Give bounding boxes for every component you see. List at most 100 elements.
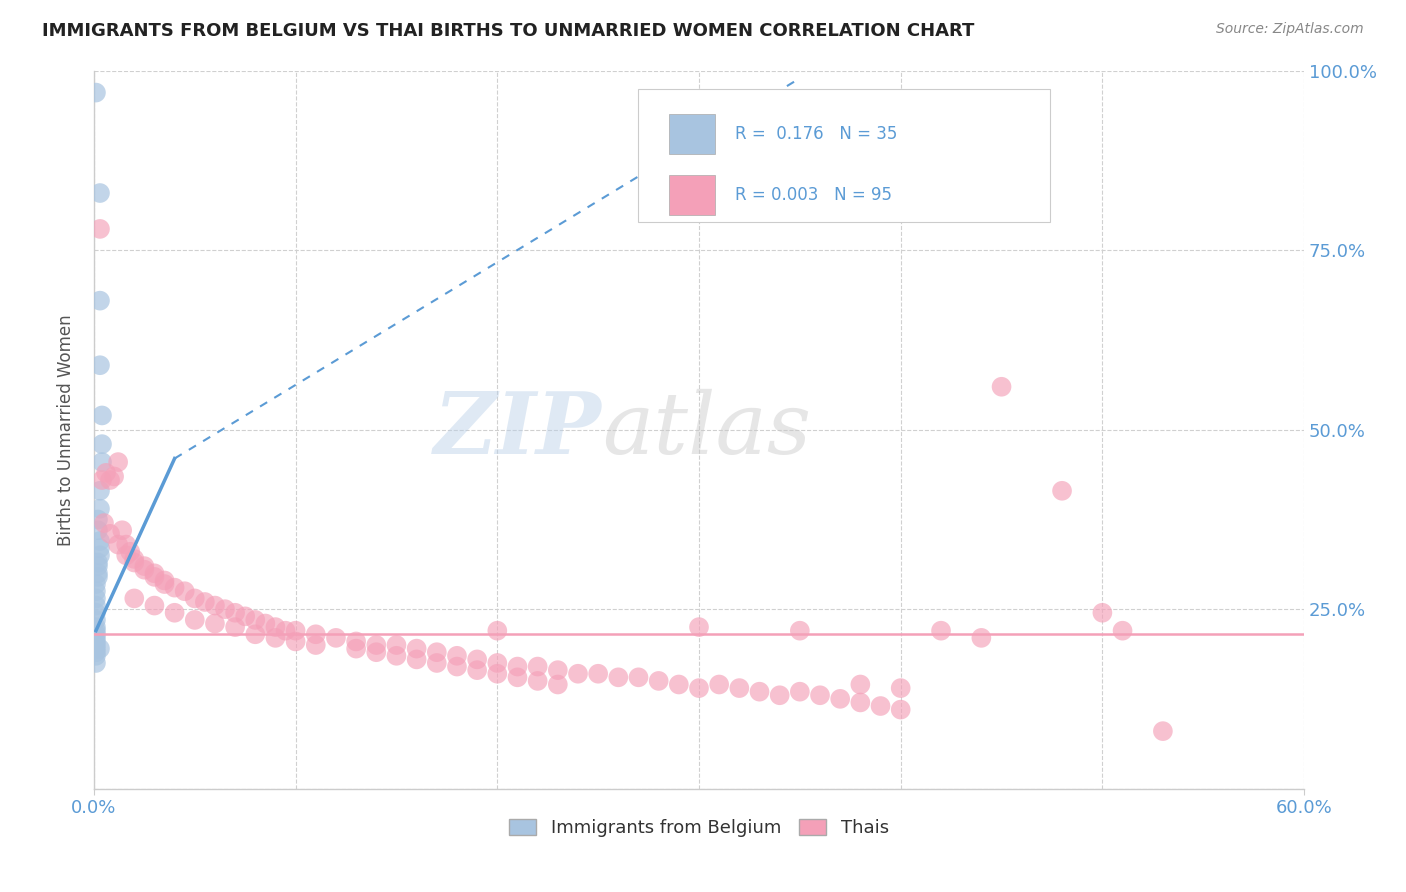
Point xyxy=(84,656,107,670)
Point xyxy=(567,666,589,681)
Point xyxy=(405,652,427,666)
Point xyxy=(385,648,408,663)
Point xyxy=(107,538,129,552)
Point xyxy=(1091,606,1114,620)
Point xyxy=(769,688,792,702)
Point xyxy=(173,584,195,599)
Text: ZIP: ZIP xyxy=(434,388,602,472)
Point xyxy=(84,645,107,659)
Point xyxy=(426,645,449,659)
Point xyxy=(688,620,710,634)
Point xyxy=(526,673,548,688)
FancyBboxPatch shape xyxy=(638,89,1050,222)
Point xyxy=(849,677,872,691)
Text: atlas: atlas xyxy=(602,388,811,471)
Text: R = 0.003   N = 95: R = 0.003 N = 95 xyxy=(735,186,893,204)
Point xyxy=(111,523,134,537)
Point xyxy=(91,437,114,451)
Point xyxy=(115,549,138,563)
Point xyxy=(143,570,166,584)
Point xyxy=(89,222,111,236)
Legend: Immigrants from Belgium, Thais: Immigrants from Belgium, Thais xyxy=(502,812,896,844)
Point xyxy=(120,545,142,559)
Point xyxy=(890,681,912,695)
Point xyxy=(89,501,111,516)
Point xyxy=(830,691,852,706)
Point xyxy=(184,613,207,627)
Point xyxy=(84,599,107,613)
Text: Source: ZipAtlas.com: Source: ZipAtlas.com xyxy=(1216,22,1364,37)
Point xyxy=(728,681,751,695)
Point xyxy=(325,631,347,645)
Point xyxy=(990,380,1012,394)
Point xyxy=(245,613,267,627)
Point xyxy=(446,659,468,673)
Point xyxy=(426,656,449,670)
Point xyxy=(84,584,107,599)
Point xyxy=(385,638,408,652)
Point xyxy=(254,616,277,631)
Point xyxy=(1152,724,1174,739)
Point xyxy=(789,624,811,638)
Point xyxy=(789,684,811,698)
Point xyxy=(84,591,107,606)
Point xyxy=(94,466,117,480)
Y-axis label: Births to Unmarried Women: Births to Unmarried Women xyxy=(58,314,75,546)
Point xyxy=(84,631,107,645)
Point xyxy=(849,695,872,709)
Point xyxy=(84,634,107,648)
Point xyxy=(465,652,488,666)
Point xyxy=(89,541,111,556)
Point xyxy=(245,627,267,641)
Point xyxy=(366,638,388,652)
Point xyxy=(808,688,831,702)
Point xyxy=(224,620,246,634)
Point xyxy=(465,663,488,677)
Point xyxy=(344,641,367,656)
Point xyxy=(153,577,176,591)
Point xyxy=(204,599,226,613)
Point xyxy=(688,681,710,695)
Point xyxy=(163,606,186,620)
Point xyxy=(1111,624,1133,638)
Point xyxy=(87,559,110,574)
Point xyxy=(91,409,114,423)
Point xyxy=(84,577,107,591)
Point xyxy=(153,574,176,588)
Point xyxy=(547,677,569,691)
Point xyxy=(84,638,107,652)
Point xyxy=(87,556,110,570)
Point xyxy=(87,570,110,584)
Point xyxy=(143,566,166,581)
Point xyxy=(84,648,107,663)
Point xyxy=(284,634,307,648)
Point xyxy=(84,624,107,638)
Point xyxy=(214,602,236,616)
Point xyxy=(890,703,912,717)
Point xyxy=(486,656,509,670)
Point xyxy=(163,581,186,595)
Point xyxy=(84,613,107,627)
Bar xyxy=(669,114,714,153)
Point xyxy=(89,293,111,308)
Point xyxy=(89,549,111,563)
Point xyxy=(366,645,388,659)
Point xyxy=(84,620,107,634)
Point xyxy=(103,469,125,483)
Point xyxy=(627,670,650,684)
Point xyxy=(87,566,110,581)
Point xyxy=(184,591,207,606)
Point xyxy=(929,624,952,638)
Point xyxy=(134,559,156,574)
Point xyxy=(233,609,256,624)
Point xyxy=(586,666,609,681)
Point xyxy=(486,666,509,681)
Point xyxy=(506,670,529,684)
Point xyxy=(869,699,891,714)
Point xyxy=(84,86,107,100)
Point xyxy=(87,512,110,526)
Point xyxy=(970,631,993,645)
Point xyxy=(668,677,690,691)
Point xyxy=(93,516,115,530)
Point xyxy=(547,663,569,677)
